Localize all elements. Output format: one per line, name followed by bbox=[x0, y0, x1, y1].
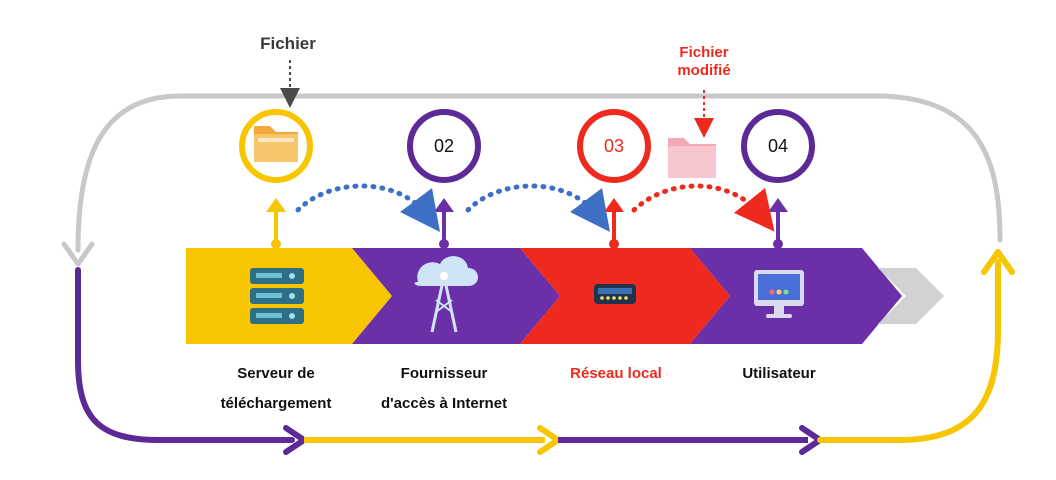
flow-arrow-2-3 bbox=[465, 183, 611, 232]
bottom-yellow-line-right bbox=[817, 259, 1001, 443]
gray-loop-arrowhead-icon bbox=[61, 241, 95, 267]
connector-4 bbox=[768, 198, 788, 249]
right-up-arrow-icon bbox=[981, 249, 1015, 275]
fichier-modifie-label-line1: Fichier bbox=[679, 44, 729, 61]
modified-folder-icon bbox=[668, 138, 716, 178]
stage-band-purple-1 bbox=[352, 248, 560, 344]
monitor-icon bbox=[754, 270, 804, 318]
stage-band-gray-tail bbox=[878, 268, 944, 324]
connector-2 bbox=[434, 198, 454, 249]
stage-2-label-line1: Fournisseur bbox=[400, 365, 488, 382]
flow-arrow-3-4 bbox=[631, 183, 775, 232]
flow-arrow-1-2 bbox=[295, 183, 441, 232]
node-4: 04 bbox=[741, 109, 815, 183]
stage-1-label-line1: Serveur de bbox=[237, 365, 315, 382]
node-3-number: 03 bbox=[604, 136, 624, 156]
server-rack-icon bbox=[250, 268, 304, 324]
stage-4-label-line1: Utilisateur bbox=[742, 365, 816, 382]
stage-2-label-line2: d'accès à Internet bbox=[380, 395, 508, 412]
fichier-modifie-label-line2: modifié bbox=[677, 62, 731, 79]
folder-icon bbox=[254, 126, 298, 162]
node-2: 02 bbox=[407, 109, 481, 183]
connector-1 bbox=[266, 198, 286, 249]
fichier-label: Fichier bbox=[260, 34, 316, 53]
bottom-purple-line-left bbox=[75, 267, 295, 443]
connector-3 bbox=[604, 198, 624, 249]
router-icon bbox=[594, 284, 636, 304]
gray-loop-line bbox=[75, 93, 1003, 253]
stage-3-label-line1: Réseau local bbox=[570, 365, 662, 382]
cloud-tower-icon bbox=[414, 256, 479, 333]
node-2-number: 02 bbox=[434, 136, 454, 156]
stage-1-label-line2: téléchargement bbox=[220, 395, 332, 412]
node-4-number: 04 bbox=[768, 136, 788, 156]
node-3: 03 bbox=[577, 109, 651, 183]
node-1-folder bbox=[239, 109, 313, 183]
